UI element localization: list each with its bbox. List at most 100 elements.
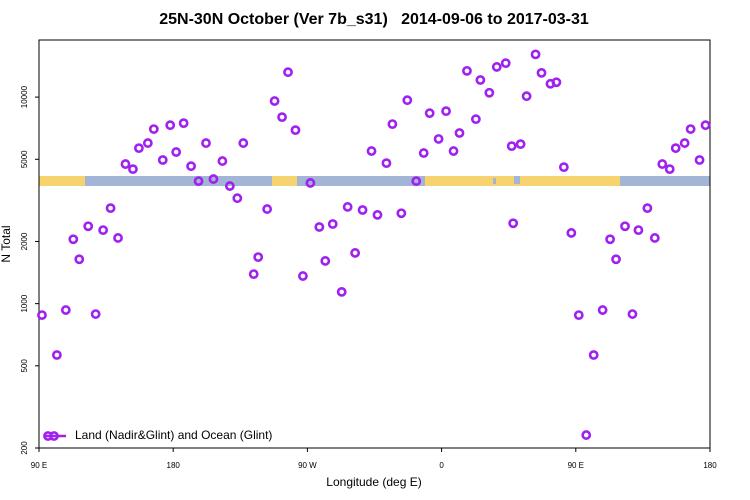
point (402, 95, 413, 106)
point (411, 176, 422, 187)
point (462, 65, 472, 76)
point (700, 120, 711, 131)
x-axis-label: Longitude (deg E) (326, 475, 421, 489)
point (633, 225, 644, 236)
point (224, 181, 235, 191)
point (217, 156, 228, 166)
y-tick-label: 1000 (20, 294, 29, 312)
point (597, 305, 608, 315)
y-tick-label: 2000 (20, 232, 29, 250)
point (120, 159, 131, 169)
point (232, 193, 243, 204)
point (51, 350, 62, 360)
x-tick-label: 90 E (568, 461, 584, 470)
point (566, 228, 577, 238)
point (396, 208, 407, 219)
legend-entry (43, 431, 66, 441)
point (298, 271, 308, 281)
point (664, 164, 675, 175)
point (670, 143, 681, 154)
point (336, 286, 347, 297)
point (357, 205, 368, 215)
point (253, 252, 264, 263)
point (649, 233, 660, 243)
point (551, 77, 562, 88)
point (98, 225, 109, 236)
point (620, 221, 630, 232)
point (448, 146, 459, 156)
point (558, 162, 569, 173)
point (679, 138, 690, 148)
point (113, 233, 123, 243)
point (350, 248, 361, 258)
point (484, 87, 495, 98)
point (685, 124, 696, 134)
point (454, 128, 465, 138)
point (83, 221, 94, 232)
y-axis-label: N Total (0, 225, 13, 262)
y-tick-label: 10000 (20, 85, 29, 108)
land-ocean-strip (39, 176, 710, 186)
point (515, 139, 526, 150)
point (327, 219, 338, 229)
point (642, 203, 653, 214)
point (171, 147, 182, 157)
point (581, 430, 592, 440)
point (508, 218, 519, 229)
point (424, 108, 435, 119)
point (37, 310, 47, 321)
x-tick-label: 180 (703, 461, 717, 470)
point (433, 134, 444, 144)
point (320, 256, 331, 266)
point (201, 138, 211, 148)
point (142, 138, 153, 148)
point (387, 119, 398, 130)
point (657, 159, 668, 169)
point (157, 155, 168, 165)
point (611, 254, 621, 265)
point (536, 67, 547, 78)
point (60, 305, 71, 315)
point (588, 350, 599, 360)
point (573, 310, 584, 321)
point (694, 155, 705, 165)
point (128, 164, 138, 175)
point (277, 112, 287, 123)
x-tick-label: 180 (167, 461, 181, 470)
point (134, 143, 144, 154)
point (105, 203, 116, 214)
point (381, 158, 392, 169)
point (269, 96, 280, 106)
point (521, 91, 532, 102)
point (314, 222, 325, 232)
point (366, 146, 377, 156)
y-tick-label: 200 (20, 441, 29, 455)
point (90, 309, 101, 319)
point (418, 148, 429, 158)
point (283, 67, 293, 78)
point (441, 106, 451, 117)
point (262, 204, 273, 214)
point (248, 269, 259, 279)
point (208, 174, 219, 184)
point (627, 309, 638, 319)
y-tick-label: 5000 (20, 150, 29, 168)
point (148, 124, 159, 134)
plot-frame (38, 39, 711, 449)
x-tick-label: 90 W (298, 461, 317, 470)
point (178, 118, 189, 129)
legend-label: Land (Nadir&Glint) and Ocean (Glint) (75, 428, 272, 442)
point (372, 209, 383, 220)
point (491, 62, 502, 72)
point (342, 202, 353, 212)
x-tick-label: 90 E (31, 461, 47, 470)
point (165, 120, 176, 131)
point (290, 125, 301, 136)
point (605, 234, 615, 245)
point (186, 161, 196, 172)
chart-title: 25N-30N October (Ver 7b_s31) 2014-09-06 … (159, 11, 589, 28)
point (238, 138, 249, 148)
point (500, 58, 511, 69)
point (530, 49, 541, 60)
